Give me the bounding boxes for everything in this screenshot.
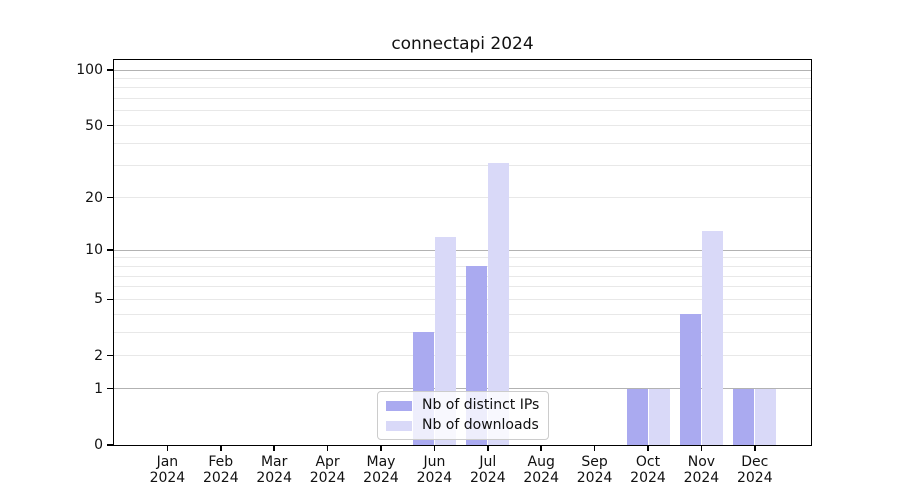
bar-dec-downloads: [755, 388, 777, 445]
x-tick-mark-dec: [754, 445, 756, 451]
y-tick-mark-2: [107, 354, 113, 357]
x-tick-label-dec: Dec 2024: [736, 454, 773, 486]
legend-label: Nb of distinct IPs: [422, 397, 540, 413]
x-tick-label-jun: Jun 2024: [416, 454, 453, 486]
y-tick-label-100: 100: [76, 62, 103, 78]
y-tick-mark-0: [107, 444, 113, 446]
y-tick-label-1: 1: [94, 380, 103, 397]
legend: Nb of distinct IPs Nb of downloads: [377, 391, 549, 440]
x-tick-mark-oct: [647, 445, 649, 451]
x-tick-label-jul: Jul 2024: [469, 454, 506, 486]
y-tick-mark-1: [107, 387, 113, 390]
gridline-y-8: [114, 265, 811, 267]
y-tick-label-20: 20: [85, 189, 103, 206]
x-tick-label-mar: Mar 2024: [256, 454, 292, 486]
gridline-y-2: [114, 355, 811, 357]
y-tick-label-2: 2: [94, 347, 103, 364]
bar-oct-downloads: [648, 388, 670, 445]
gridline-y-100: [114, 69, 811, 71]
gridline-y-30: [114, 165, 811, 167]
x-tick-label-feb: Feb 2024: [202, 454, 239, 486]
x-tick-mark-may: [380, 445, 382, 451]
x-tick-mark-jan: [166, 445, 169, 451]
legend-row-0: Nb of distinct IPs: [386, 398, 540, 413]
y-tick-mark-50: [107, 124, 113, 127]
y-tick-mark-5: [107, 298, 113, 301]
x-tick-mark-sep: [593, 445, 596, 451]
x-tick-label-oct: Oct 2024: [630, 454, 666, 486]
gridline-y-20: [114, 197, 811, 199]
x-tick-mark-jun: [433, 445, 436, 451]
gridline-y-10: [114, 249, 811, 251]
gridline-y-5: [114, 298, 811, 300]
y-tick-label-5: 5: [94, 291, 103, 308]
x-tick-mark-apr: [326, 445, 329, 451]
y-tick-mark-10: [107, 249, 113, 251]
bar-dec-ips: [733, 388, 755, 445]
gridline-y-70: [114, 98, 811, 100]
x-tick-label-aug: Aug 2024: [523, 454, 559, 486]
x-tick-mark-jul: [487, 445, 489, 451]
gridline-y-9: [114, 257, 811, 259]
legend-swatch-icon: [386, 400, 412, 411]
gridline-y-40: [114, 142, 811, 144]
gridline-y-6: [114, 286, 811, 288]
bar-jul-downloads: [488, 163, 510, 445]
gridline-y-7: [114, 275, 811, 277]
gridline-y-3: [114, 331, 811, 333]
x-tick-label-may: May 2024: [363, 454, 399, 486]
gridline-y-50: [114, 125, 811, 127]
y-tick-mark-20: [107, 196, 113, 199]
x-tick-mark-aug: [540, 445, 542, 451]
gridline-y-80: [114, 87, 811, 89]
plot-area: 0 1 2 5 10 20 50 100 Jan 2024 Feb 2024 Mar 2024 Apr…: [76, 59, 812, 486]
y-tick-label-0: 0: [94, 437, 103, 453]
y-tick-label-10: 10: [85, 242, 103, 259]
bar-nov-ips: [679, 314, 701, 445]
legend-label: Nb of downloads: [422, 417, 539, 433]
x-tick-label-sep: Sep 2024: [576, 454, 613, 486]
x-tick-mark-nov: [700, 445, 703, 451]
y-tick-label-50: 50: [85, 117, 103, 134]
gridline-y-90: [114, 77, 811, 79]
x-tick-mark-feb: [220, 445, 222, 451]
legend-swatch-icon: [386, 420, 412, 431]
x-tick-label-nov: Nov 2024: [683, 454, 720, 486]
y-tick-mark-100: [107, 69, 113, 71]
bar-oct-ips: [626, 388, 648, 445]
chart-title: connectapi 2024: [391, 34, 534, 54]
gridline-y-60: [114, 110, 811, 112]
x-tick-mark-mar: [273, 445, 275, 451]
gridline-y-4: [114, 313, 811, 315]
x-tick-label-jan: Jan 2024: [149, 454, 186, 486]
gridline-y-1: [114, 388, 811, 390]
bar-nov-downloads: [701, 230, 723, 445]
legend-row-1: Nb of downloads: [386, 418, 540, 433]
x-tick-label-apr: Apr 2024: [309, 454, 346, 486]
